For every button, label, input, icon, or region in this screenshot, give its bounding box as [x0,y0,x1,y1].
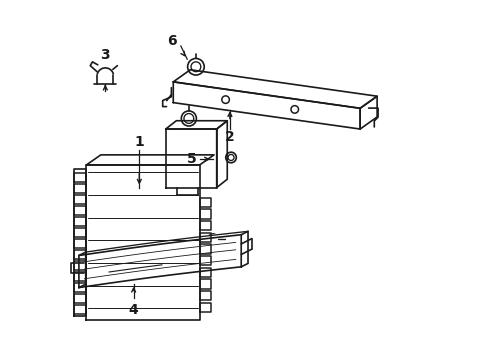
Circle shape [226,152,236,163]
Text: 2: 2 [225,130,235,144]
Polygon shape [74,261,86,270]
Text: 5: 5 [187,152,197,166]
Polygon shape [74,172,86,181]
Polygon shape [74,195,86,204]
Polygon shape [200,303,211,312]
Polygon shape [200,256,211,265]
Polygon shape [360,96,377,129]
Polygon shape [217,121,227,188]
Polygon shape [79,252,86,288]
Polygon shape [74,206,86,215]
Polygon shape [200,221,211,230]
Text: 3: 3 [100,49,110,62]
Polygon shape [166,129,217,188]
Polygon shape [200,244,211,254]
Polygon shape [173,70,377,108]
Polygon shape [166,121,227,129]
Polygon shape [200,210,211,219]
Polygon shape [74,250,86,259]
Polygon shape [200,268,211,277]
Polygon shape [86,165,200,320]
Polygon shape [74,305,86,314]
Polygon shape [74,217,86,226]
Polygon shape [200,233,211,242]
Polygon shape [200,279,211,289]
Text: 6: 6 [167,35,177,49]
Text: 1: 1 [134,135,144,149]
Polygon shape [74,184,86,193]
Polygon shape [86,155,214,165]
Polygon shape [74,272,86,281]
Polygon shape [200,198,211,207]
Polygon shape [74,294,86,303]
Polygon shape [200,291,211,301]
Polygon shape [74,228,86,237]
Polygon shape [74,283,86,292]
Polygon shape [241,231,248,267]
Polygon shape [173,82,360,129]
Polygon shape [74,239,86,248]
Text: 4: 4 [129,303,139,317]
Circle shape [181,111,196,126]
